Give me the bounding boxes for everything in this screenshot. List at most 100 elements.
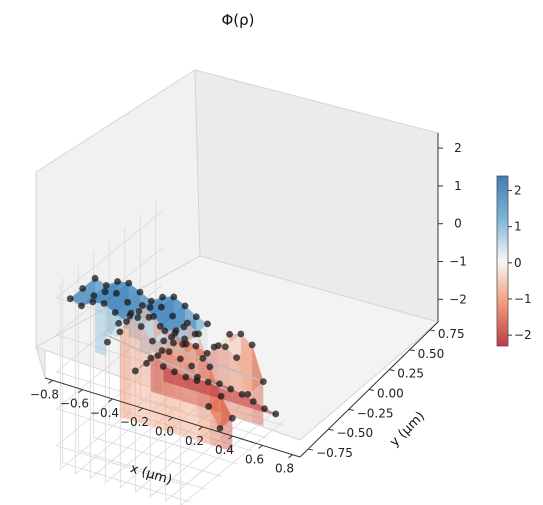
x-tick-label: 0.0: [155, 425, 174, 439]
surface-curtain: [131, 305, 143, 424]
data-point: [111, 309, 119, 316]
x-tick: [228, 435, 233, 440]
surface-curtain: [153, 316, 165, 431]
surface-curtain: [119, 313, 132, 421]
y-tick-label: 0.00: [377, 387, 404, 401]
z-gridline: [55, 358, 185, 486]
surface-curtain: [164, 330, 177, 435]
data-point: [89, 298, 97, 306]
x-tick-label: −0.6: [60, 397, 89, 411]
surface-curtain: [150, 350, 163, 395]
data-point: [91, 274, 99, 282]
data-point: [272, 410, 280, 418]
data-point: [161, 327, 169, 335]
axis-ticks: −0.8−0.6−0.4−0.2 0.0 0.2 0.4 0.6 0.8 −0.75 −0.5…: [30, 141, 467, 476]
data-markers: [66, 274, 280, 432]
z-gridline: [55, 247, 185, 375]
data-point: [165, 348, 173, 356]
surface-curtain: [162, 342, 174, 399]
colorbar-ticks: −2 −1 0 1 2: [508, 183, 532, 342]
data-point: [192, 342, 200, 350]
x-tick-label: −0.8: [30, 387, 59, 401]
x-tick: [48, 379, 53, 384]
data-point: [204, 320, 211, 328]
data-point: [226, 330, 234, 338]
data-point: [159, 293, 166, 301]
data-point: [100, 300, 108, 307]
y-tick: [429, 329, 435, 332]
data-point: [147, 297, 155, 305]
data-point: [134, 314, 142, 321]
data-point: [176, 355, 184, 363]
data-point: [182, 373, 190, 381]
x-tick-label: −0.2: [120, 415, 149, 429]
y-gridline: [139, 214, 268, 439]
colorbar: [496, 175, 509, 347]
data-point: [233, 354, 241, 361]
data-point: [244, 390, 252, 398]
x-tick: [78, 389, 83, 394]
data-point: [159, 363, 167, 370]
x-tick-label: 0.8: [275, 462, 294, 476]
data-point: [182, 340, 190, 348]
z-tick-label: −2: [449, 292, 467, 306]
colorbar-tick-label: 1: [514, 220, 522, 234]
x-gridline: [179, 320, 286, 505]
data-point: [150, 312, 158, 320]
data-point: [203, 349, 211, 357]
data-point: [238, 390, 246, 398]
data-point: [199, 354, 207, 362]
y-tick-label: 0.25: [397, 367, 424, 381]
y-tick: [328, 428, 334, 431]
data-point: [216, 425, 224, 432]
x-gridline: [119, 302, 226, 489]
y-tick: [368, 389, 375, 391]
data-point: [66, 295, 74, 303]
data-point: [249, 398, 257, 405]
data-point: [147, 354, 155, 362]
data-point: [170, 293, 178, 301]
data-point: [115, 319, 123, 327]
data-point: [205, 403, 213, 410]
data-point: [216, 380, 223, 388]
data-point: [248, 341, 256, 349]
colorbar-tick-label: 2: [514, 183, 522, 197]
x-tick-label: 0.4: [215, 443, 234, 457]
y-gridline: [77, 265, 206, 490]
colorbar-tick-label: 0: [514, 256, 522, 270]
x-gridline: [164, 316, 271, 503]
surface-curtain: [252, 344, 264, 426]
data-point: [114, 278, 121, 285]
z-tick-label: 2: [454, 141, 462, 155]
data-point: [104, 338, 111, 346]
y-tick-label: −0.25: [357, 406, 394, 420]
data-point: [192, 313, 200, 321]
data-point: [102, 282, 110, 289]
y-tick-label: 0.50: [418, 347, 445, 361]
z-tick-label: −1: [449, 255, 467, 269]
data-point: [227, 385, 235, 393]
data-point: [259, 378, 267, 385]
data-point: [116, 328, 124, 336]
data-point: [183, 319, 191, 327]
y-tick: [389, 369, 395, 372]
data-point: [135, 307, 143, 315]
x-gridline: [104, 297, 211, 484]
data-point: [125, 279, 133, 287]
data-point: [101, 288, 109, 296]
data-point: [136, 288, 144, 296]
data-point: [172, 327, 180, 335]
data-point: [124, 298, 132, 306]
data-point: [261, 405, 268, 413]
data-point: [137, 323, 145, 330]
data-point: [123, 318, 130, 325]
x-tick: [108, 398, 113, 403]
data-point: [78, 302, 85, 310]
x-tick: [198, 426, 203, 431]
data-point: [158, 347, 166, 354]
chart-title: Φ(ρ): [221, 11, 254, 29]
colorbar-tick-label: −2: [514, 328, 532, 342]
data-point: [181, 335, 189, 343]
data-point: [169, 339, 177, 347]
